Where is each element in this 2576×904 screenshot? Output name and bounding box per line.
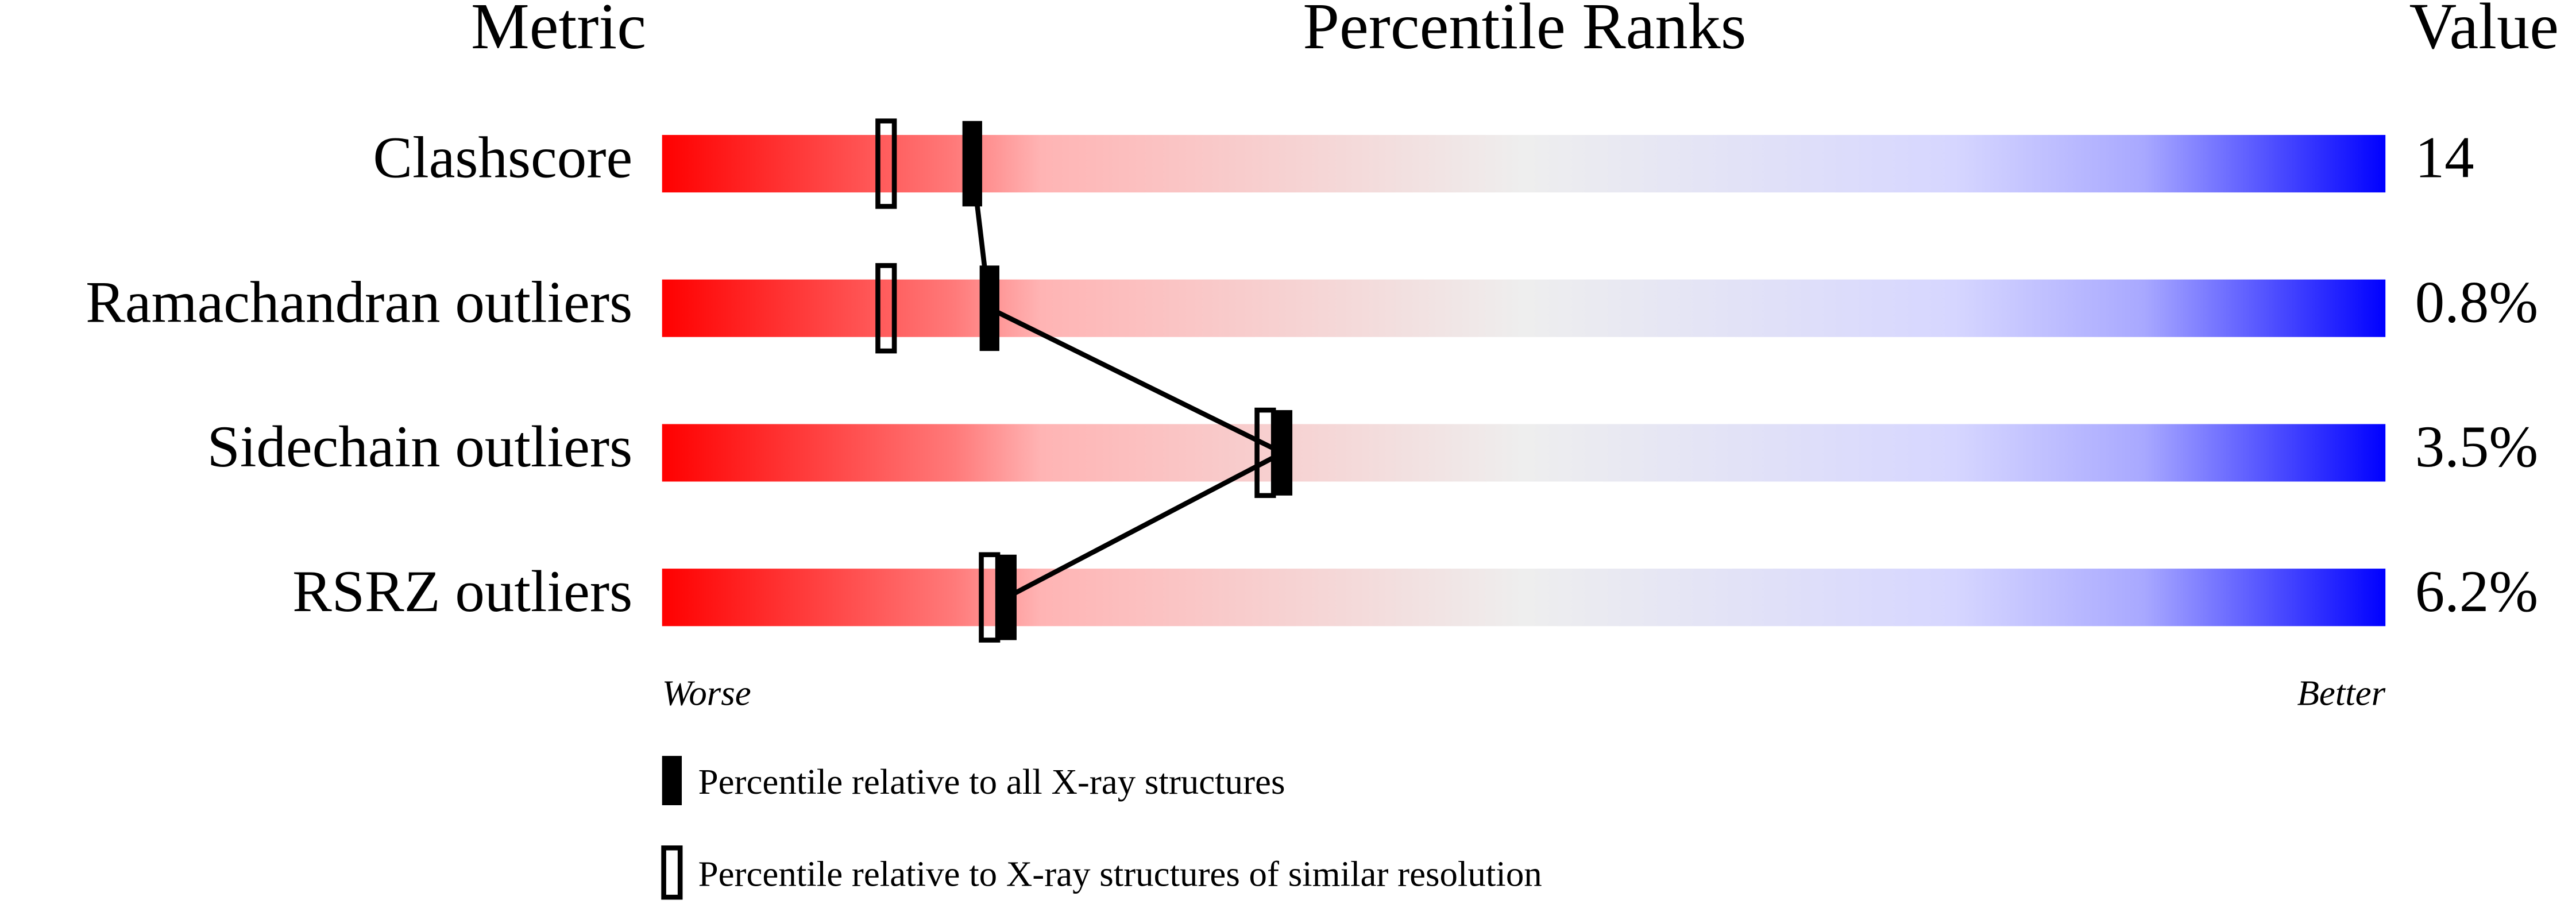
worse-label: Worse (662, 673, 751, 713)
metric-label: Sidechain outliers (207, 414, 633, 480)
connector-line (970, 163, 1288, 600)
percentile-marker (875, 263, 897, 354)
legend-swatch (662, 756, 682, 805)
metric-value: 14 (2415, 125, 2474, 191)
metric-label: Clashscore (373, 125, 632, 191)
legend-swatch (661, 845, 683, 900)
percentile-marker (875, 118, 897, 209)
percentile-bar (662, 134, 2386, 193)
percentile-marker (979, 265, 999, 351)
percentile-bar (662, 569, 2386, 627)
percentile-marker (962, 121, 982, 207)
metric-value: 6.2% (2415, 559, 2539, 624)
percentile-bar (662, 279, 2386, 337)
percentile-marker (1272, 410, 1293, 496)
metric-header: Metric (471, 0, 646, 63)
value-header: Value (2409, 0, 2559, 63)
legend-label: Percentile relative to all X-ray structu… (698, 762, 1285, 802)
metric-label: RSRZ outliers (292, 559, 632, 624)
legend-label: Percentile relative to X-ray structures … (698, 853, 1542, 894)
metric-value: 0.8% (2415, 269, 2539, 335)
metric-value: 3.5% (2415, 414, 2539, 480)
percentile-bar (662, 424, 2386, 482)
better-label: Better (2297, 673, 2385, 713)
ranks-header: Percentile Ranks (1303, 0, 1746, 63)
metric-label: Ramachandran outliers (86, 269, 632, 335)
percentile-marker (997, 554, 1017, 640)
